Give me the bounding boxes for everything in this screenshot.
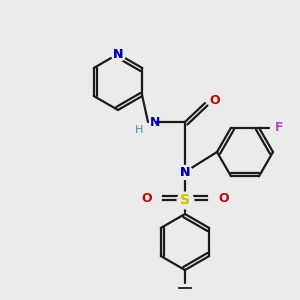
Text: O: O	[209, 94, 220, 107]
Text: O: O	[218, 191, 229, 205]
Text: F: F	[275, 121, 284, 134]
Text: S: S	[180, 193, 190, 207]
Text: O: O	[141, 191, 152, 205]
Text: H: H	[135, 125, 143, 135]
Text: N: N	[150, 116, 160, 128]
Text: S: S	[180, 193, 190, 207]
Text: N: N	[180, 166, 190, 178]
Text: N: N	[180, 166, 190, 178]
Text: N: N	[113, 47, 123, 61]
Text: N: N	[113, 47, 123, 61]
